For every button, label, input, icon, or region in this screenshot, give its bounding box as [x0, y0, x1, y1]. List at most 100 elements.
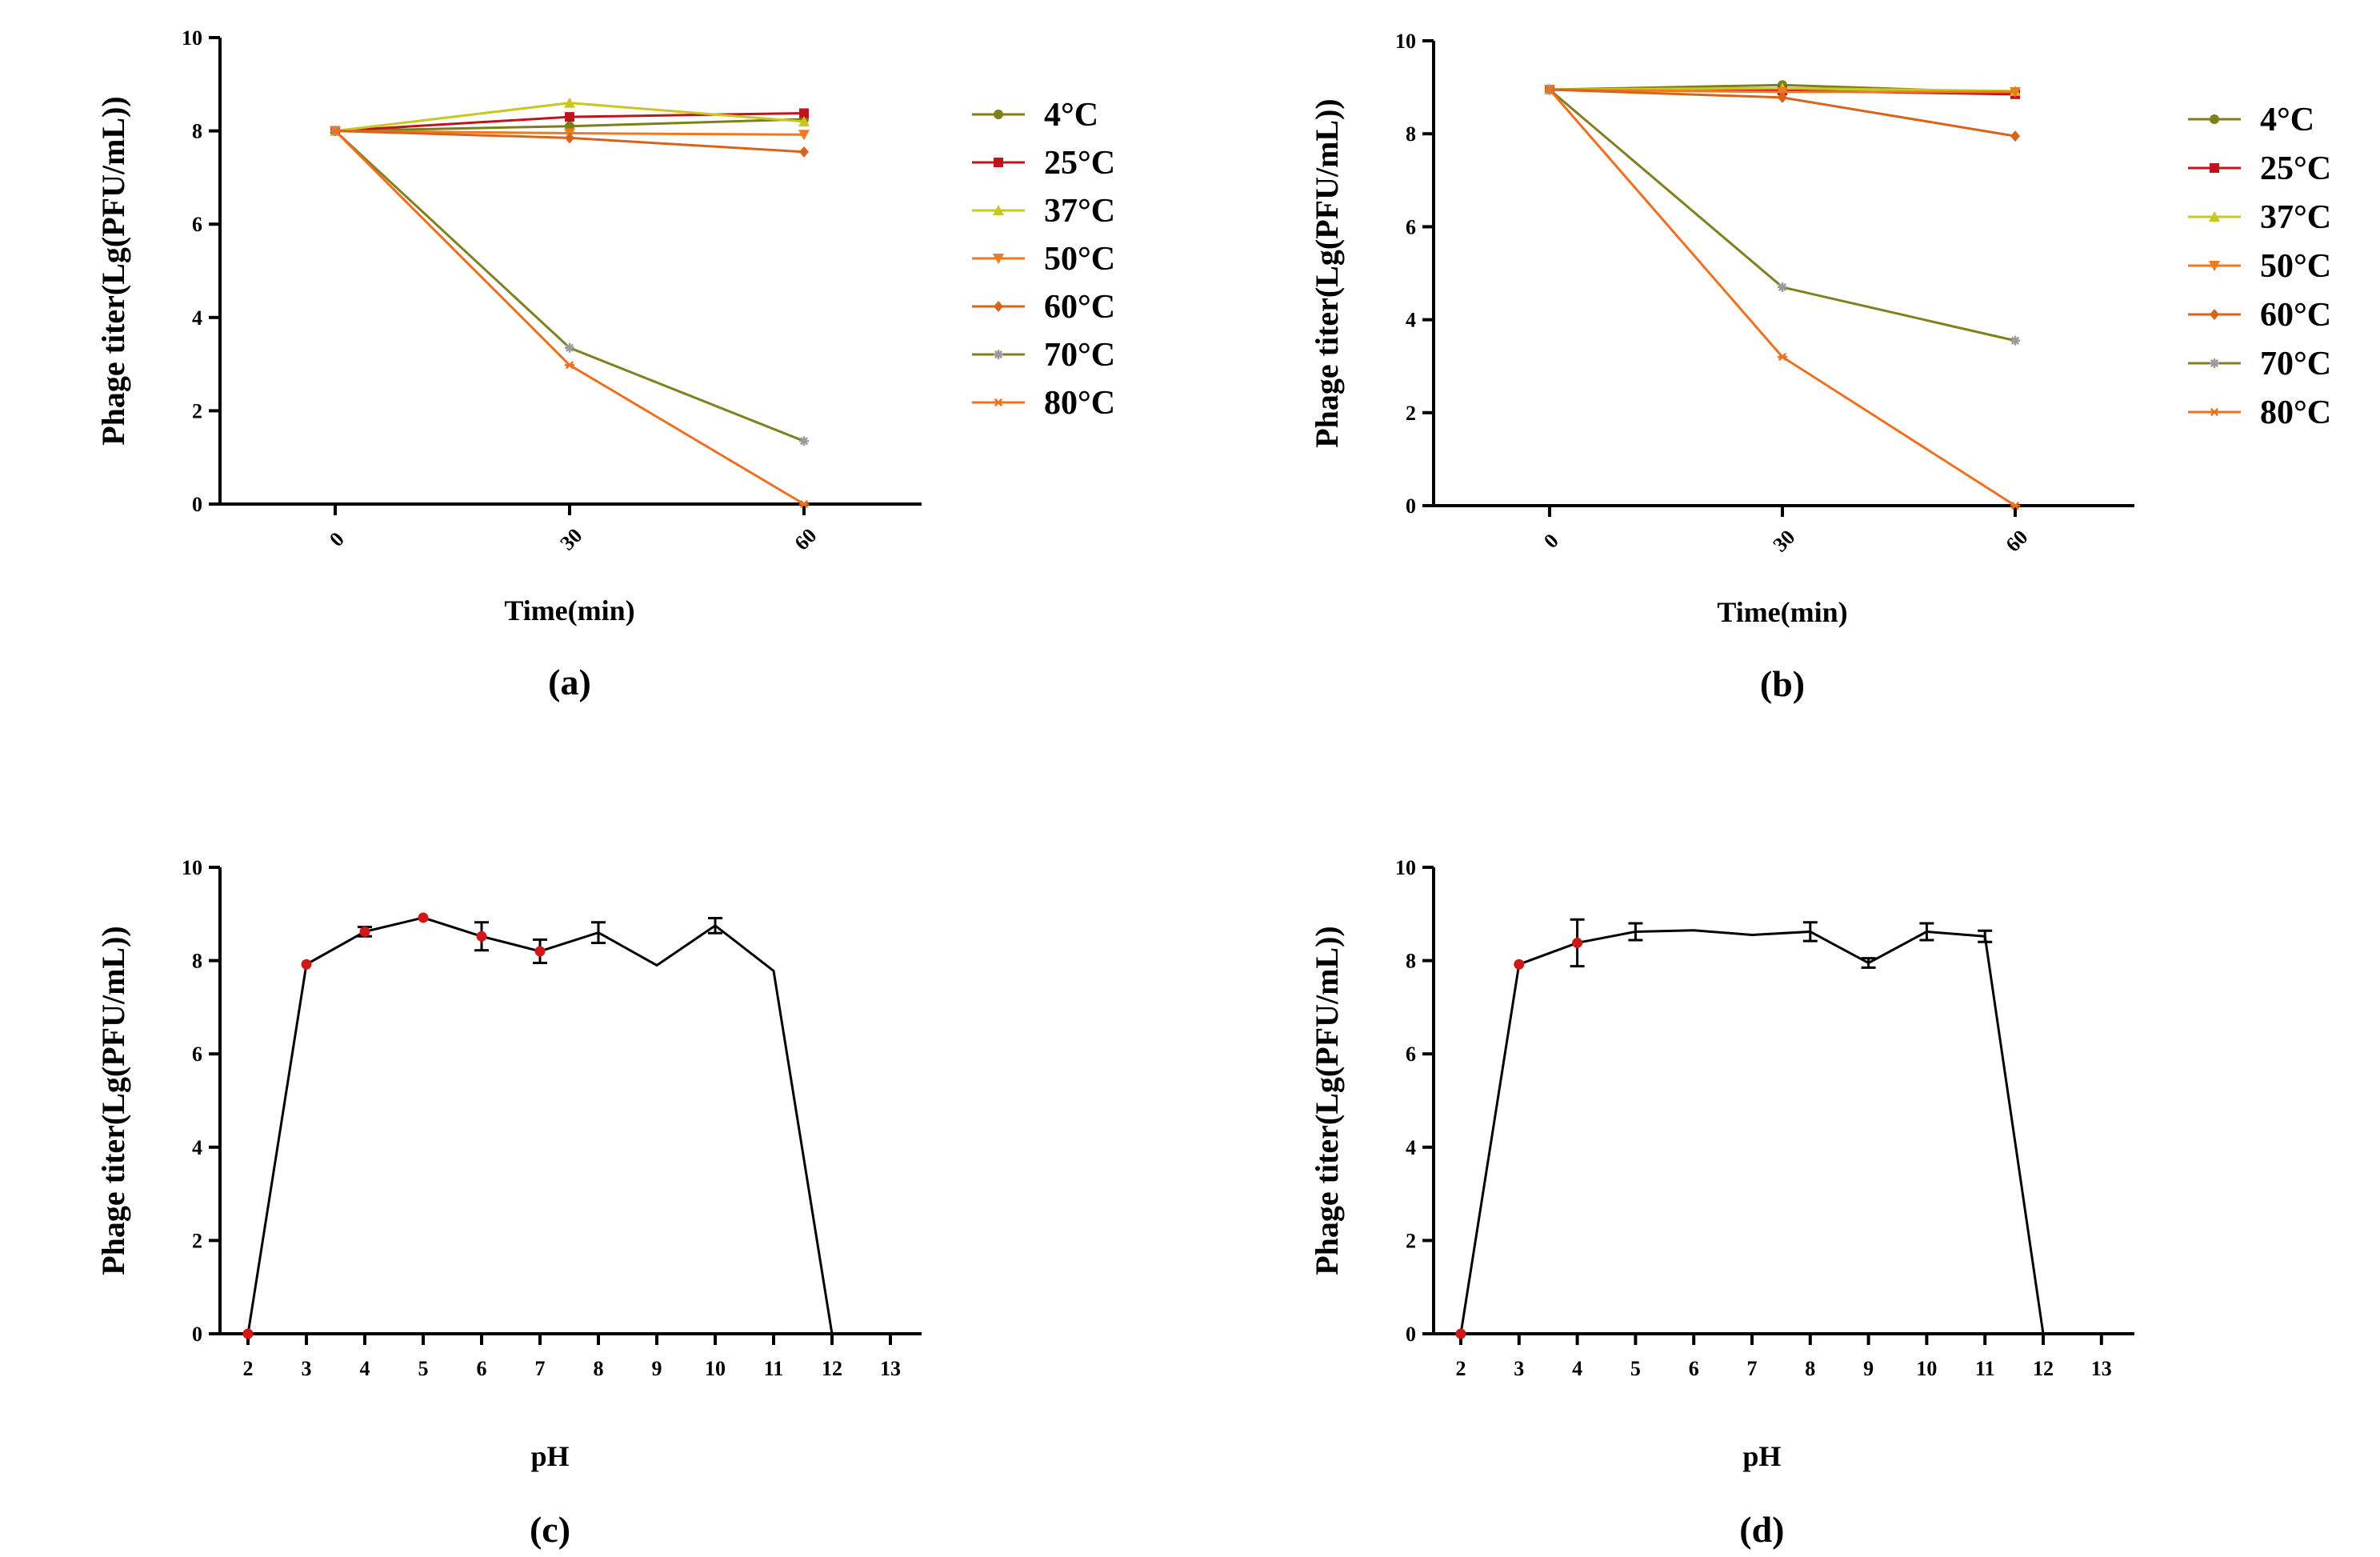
data-point	[2010, 501, 2020, 510]
x-tick-label: 30	[1769, 526, 1800, 557]
y-axis-title: Phage titer(Lg(PFU/mL))	[95, 926, 131, 1275]
x-tick-label: 0	[325, 527, 349, 551]
data-point	[799, 146, 809, 158]
series-c-0	[242, 912, 834, 1339]
x-tick-label: 5	[1630, 1357, 1641, 1380]
x-tick-label: 11	[764, 1357, 784, 1380]
y-tick-label: 6	[192, 213, 202, 236]
data-point	[1778, 352, 1787, 362]
y-tick-label: 8	[192, 950, 202, 973]
x-tick-label: 12	[822, 1357, 842, 1380]
data-point	[330, 126, 340, 135]
x-axis-title: pH	[1742, 1440, 1781, 1472]
y-tick-label: 2	[1406, 402, 1416, 425]
x-tick-label: 12	[2033, 1357, 2054, 1380]
x-axis-title: Time(min)	[1717, 596, 1847, 628]
chart-panel-a: 0 2 4 6 8 10 Phage titer(Lg(PFU/mL)) 0 30 60 Time(…	[95, 26, 1115, 702]
legend-marker	[994, 158, 1003, 167]
chart-panel-d: 0 2 4 6 8 10 Phage titer(Lg(PFU/mL)) 2 3 4 5 6 7 8 9 10…	[1309, 856, 2134, 1550]
data-point	[565, 112, 574, 122]
legend-marker	[2210, 114, 2219, 124]
legend-item: 37°C	[2188, 199, 2331, 236]
legend-marker	[2210, 163, 2219, 173]
series-line	[1549, 88, 2016, 342]
legend-marker-stroke	[2210, 407, 2219, 417]
y-tick-label: 0	[1406, 1323, 1416, 1346]
data-point-stroke	[2010, 501, 2020, 510]
series-line	[334, 130, 805, 442]
y-tick-label: 8	[192, 120, 202, 143]
x-tick-label: 7	[1747, 1357, 1758, 1380]
data-point	[242, 1328, 254, 1339]
panel-label: (b)	[1760, 663, 1805, 704]
data-point	[1514, 959, 1525, 970]
panel-label: (c)	[530, 1509, 570, 1550]
panel-label: (d)	[1739, 1509, 1784, 1550]
x-tick-label: 6	[477, 1357, 487, 1380]
y-tick-label: 0	[192, 493, 202, 516]
data-point	[301, 959, 312, 970]
series-a-6	[330, 126, 809, 509]
y-tick-label: 0	[1406, 494, 1416, 518]
x-tick-label: 8	[1805, 1357, 1815, 1380]
x-tick-label: 13	[2091, 1357, 2112, 1380]
y-tick-label: 10	[1395, 30, 1416, 53]
data-point	[1778, 282, 1787, 292]
legend-marker	[2209, 261, 2220, 271]
legend-item: 25°C	[2188, 150, 2331, 187]
y-tick-label: 6	[1406, 215, 1416, 238]
legend-item: 4°C	[972, 97, 1098, 134]
x-tick-label: 5	[418, 1357, 429, 1380]
data-point	[2010, 130, 2020, 142]
legend-label: 60°C	[1044, 289, 1115, 326]
legend-label: 50°C	[1044, 241, 1115, 278]
legend-label: 80°C	[1044, 385, 1115, 422]
legend-marker	[994, 350, 1003, 359]
legend-item: 80°C	[972, 385, 1115, 422]
data-point	[359, 926, 370, 937]
legend-marker	[994, 301, 1003, 312]
legend-marker	[994, 398, 1003, 407]
data-point	[565, 132, 574, 144]
data-point	[1545, 85, 1554, 94]
series-line	[1548, 89, 2016, 507]
legend-item: 4°C	[2188, 102, 2314, 138]
legend-item: 50°C	[972, 241, 1115, 278]
series-d-0	[1455, 918, 2045, 1339]
series-a-5	[330, 126, 809, 446]
x-tick-label: 4	[360, 1357, 370, 1380]
x-axis-title: Time(min)	[504, 594, 634, 626]
panel-label: (a)	[548, 662, 591, 702]
data-point	[565, 361, 574, 370]
y-tick-label: 0	[192, 1323, 202, 1346]
legend-label: 50°C	[2260, 248, 2331, 285]
legend-marker	[2210, 407, 2219, 417]
data-point	[2010, 335, 2020, 346]
x-tick-label: 13	[880, 1357, 901, 1380]
chart-panel-c: 0 2 4 6 8 10 Phage titer(Lg(PFU/mL)) 2 3 4 5 6 7 8 9 10…	[95, 856, 922, 1550]
y-tick-label: 2	[192, 1229, 202, 1252]
x-axis-title: pH	[530, 1440, 569, 1472]
legend-item: 70°C	[972, 337, 1115, 374]
x-tick-label: 3	[302, 1357, 312, 1380]
data-point-stroke	[565, 361, 574, 370]
y-tick-label: 10	[1395, 856, 1416, 879]
legend-item: 70°C	[2188, 346, 2331, 382]
x-tick-label: 3	[1514, 1357, 1524, 1380]
y-tick-label: 4	[192, 1136, 202, 1159]
legend-item: 60°C	[972, 289, 1115, 326]
legend-label: 4°C	[1044, 97, 1098, 134]
x-tick-label: 6	[1689, 1357, 1699, 1380]
data-point	[799, 436, 809, 446]
data-point	[564, 97, 575, 108]
legend-marker	[993, 254, 1004, 264]
series-b-6	[1545, 85, 2020, 510]
y-tick-label: 6	[192, 1043, 202, 1066]
legend-marker	[2209, 211, 2220, 222]
data-point	[799, 499, 809, 509]
chart-panel-b: 0 2 4 6 8 10 Phage titer(Lg(PFU/mL)) 0 30 60 Time(…	[1309, 30, 2331, 704]
legend-label: 80°C	[2260, 394, 2331, 431]
y-tick-label: 2	[1406, 1229, 1416, 1252]
legend-item: 80°C	[2188, 394, 2331, 431]
